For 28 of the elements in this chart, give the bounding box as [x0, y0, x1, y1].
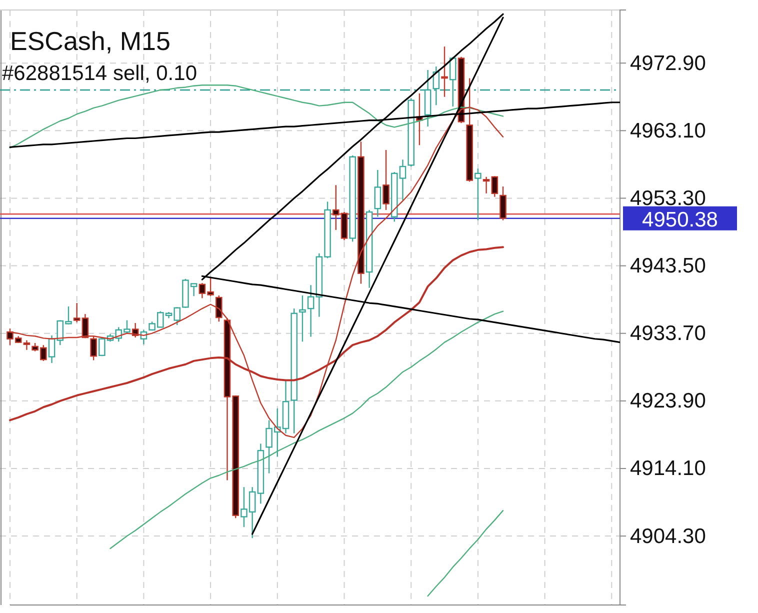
line-series — [110, 310, 504, 550]
ref-line-label: 4950.38 — [642, 208, 718, 232]
y-tick-label: 4963.10 — [630, 119, 706, 142]
candlestick — [299, 294, 306, 342]
candlestick — [73, 302, 80, 323]
candlestick — [500, 186, 506, 221]
candlestick — [482, 176, 490, 194]
y-tick-label: 4953.30 — [630, 186, 706, 210]
candlestick — [90, 336, 97, 361]
candlestick — [382, 149, 390, 211]
candlestick — [441, 46, 448, 98]
y-tick-label: 4933.70 — [630, 322, 706, 346]
text: #62881514 sell, 0.10 — [2, 62, 197, 85]
candlestick — [491, 176, 498, 198]
line-series — [427, 510, 504, 597]
candlestick — [216, 294, 222, 322]
candlestick — [474, 168, 482, 221]
line-series — [9, 84, 504, 148]
candlestick — [307, 284, 314, 338]
y-tick-label: 4972.90 — [630, 52, 706, 75]
y-tick-label: 4923.90 — [630, 390, 706, 413]
y-tick-label: 4904.30 — [630, 524, 706, 548]
candlestick — [449, 56, 456, 108]
candlestick — [374, 169, 382, 218]
y-tick-label: 4943.50 — [630, 254, 706, 278]
text: ESCash, M15 — [10, 26, 170, 56]
y-tick-label: 4914.10 — [630, 457, 706, 480]
candlestick — [82, 313, 89, 339]
